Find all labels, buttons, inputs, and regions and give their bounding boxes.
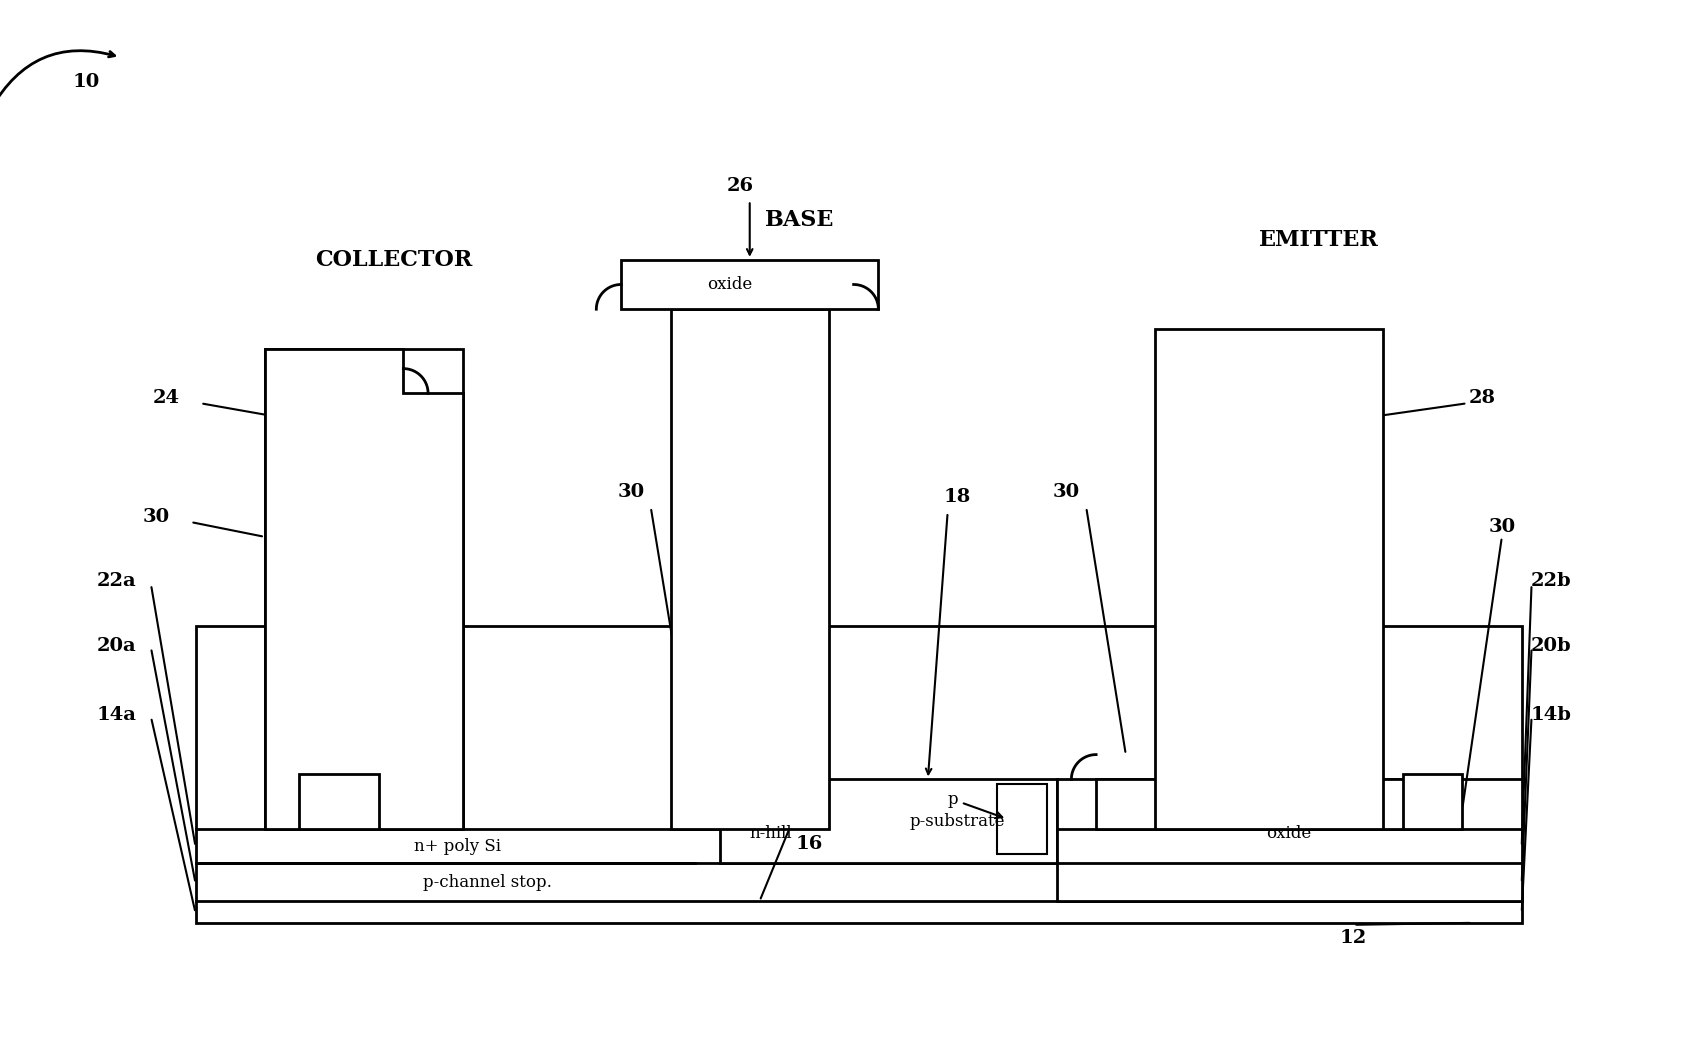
- Text: p-substrate: p-substrate: [910, 814, 1006, 830]
- Bar: [299, 775, 378, 829]
- Polygon shape: [264, 349, 463, 829]
- Text: 10: 10: [72, 72, 101, 91]
- Text: 14b: 14b: [1531, 706, 1571, 725]
- Text: 18: 18: [944, 488, 971, 507]
- Text: 24: 24: [153, 389, 180, 407]
- Text: p: p: [947, 792, 1002, 818]
- Bar: [264, 349, 463, 829]
- Text: COLLECTOR: COLLECTOR: [315, 249, 473, 271]
- Text: 12: 12: [1341, 929, 1367, 946]
- Bar: [1156, 329, 1383, 829]
- Bar: [720, 779, 1056, 864]
- Text: 30: 30: [617, 484, 644, 502]
- Text: 30: 30: [143, 508, 170, 526]
- Text: BASE: BASE: [765, 209, 834, 231]
- Text: 22b: 22b: [1531, 573, 1571, 591]
- Text: n-hill: n-hill: [750, 825, 792, 842]
- Text: 30: 30: [1489, 518, 1515, 536]
- Text: oxide: oxide: [1267, 825, 1312, 842]
- Bar: [1056, 779, 1522, 901]
- Text: 20a: 20a: [96, 637, 136, 654]
- Text: 14a: 14a: [96, 706, 136, 725]
- Text: 30: 30: [1053, 484, 1080, 502]
- Bar: [671, 309, 829, 829]
- Text: 28: 28: [1468, 389, 1495, 407]
- Bar: [1403, 775, 1462, 829]
- Bar: [621, 260, 878, 309]
- Bar: [1097, 779, 1443, 829]
- Text: oxide: oxide: [708, 276, 752, 293]
- Bar: [997, 784, 1046, 853]
- Text: 16: 16: [796, 834, 822, 852]
- Text: 22a: 22a: [96, 573, 136, 591]
- Text: EMITTER: EMITTER: [1258, 229, 1379, 251]
- Text: p-channel stop.: p-channel stop.: [422, 874, 552, 891]
- Text: n+ poly Si: n+ poly Si: [414, 838, 501, 854]
- Text: 20b: 20b: [1531, 637, 1571, 654]
- Bar: [195, 626, 1522, 922]
- Text: 26: 26: [727, 177, 754, 195]
